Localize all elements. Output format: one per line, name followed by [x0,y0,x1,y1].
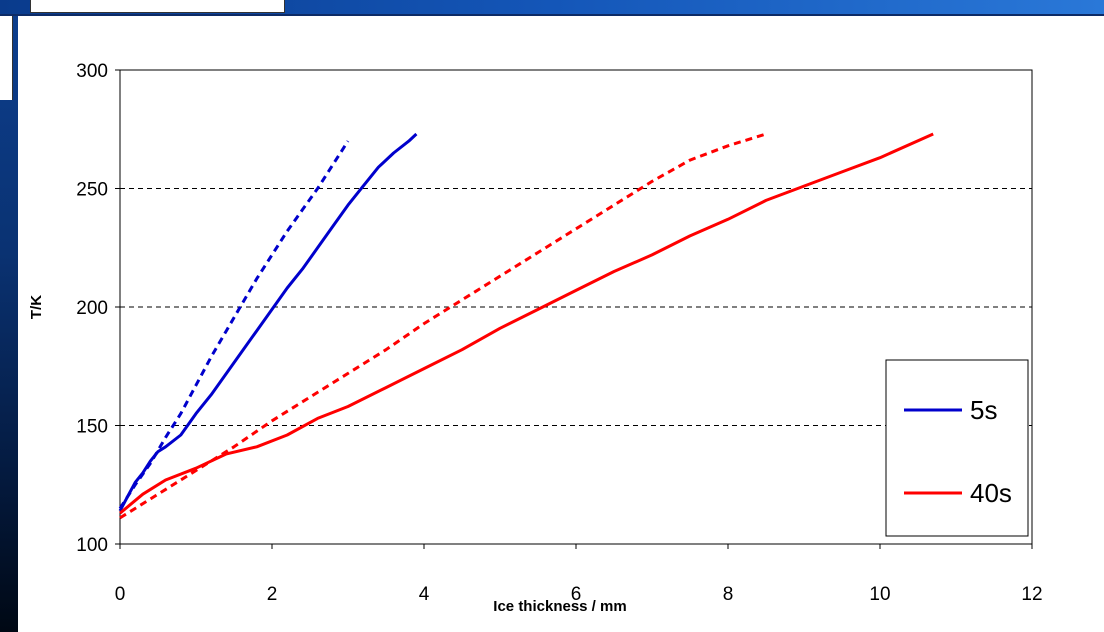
series-layer [118,132,934,520]
series-line-40s-solid [119,132,934,515]
top-frame-box-small [206,0,285,13]
x-tick-label-10: 10 [869,584,890,605]
y-axis-title: T/K [28,295,45,319]
x-tick-label-6: 6 [571,584,582,605]
series-line-40s-dashed [119,132,767,520]
legend: 5s 40s [885,359,1029,537]
y-tick-label-200: 200 [76,298,108,319]
y-tick-label-100: 100 [76,535,108,556]
left-frame-panel [0,16,13,100]
x-tick-label-4: 4 [419,584,430,605]
legend-label-40s: 40s [970,478,1012,508]
y-tick-label-300: 300 [76,61,108,82]
series-line-5s-solid [118,132,418,512]
legend-box [885,359,1029,537]
series-line-5s-dashed [118,140,350,510]
x-axis-ticks: 0 2 4 6 8 10 12 [115,544,1043,605]
x-tick-label-8: 8 [723,584,734,605]
x-tick-label-2: 2 [267,584,278,605]
x-tick-label-12: 12 [1021,584,1042,605]
background-left-band [0,0,18,632]
y-tick-label-150: 150 [76,417,108,438]
x-tick-label-0: 0 [115,584,126,605]
y-axis-ticks: 100 150 200 250 300 [76,61,120,556]
x-axis-title: Ice thickness / mm [493,598,626,615]
y-tick-label-250: 250 [76,180,108,201]
top-frame-edge [0,14,1104,16]
legend-label-5s: 5s [970,395,997,425]
